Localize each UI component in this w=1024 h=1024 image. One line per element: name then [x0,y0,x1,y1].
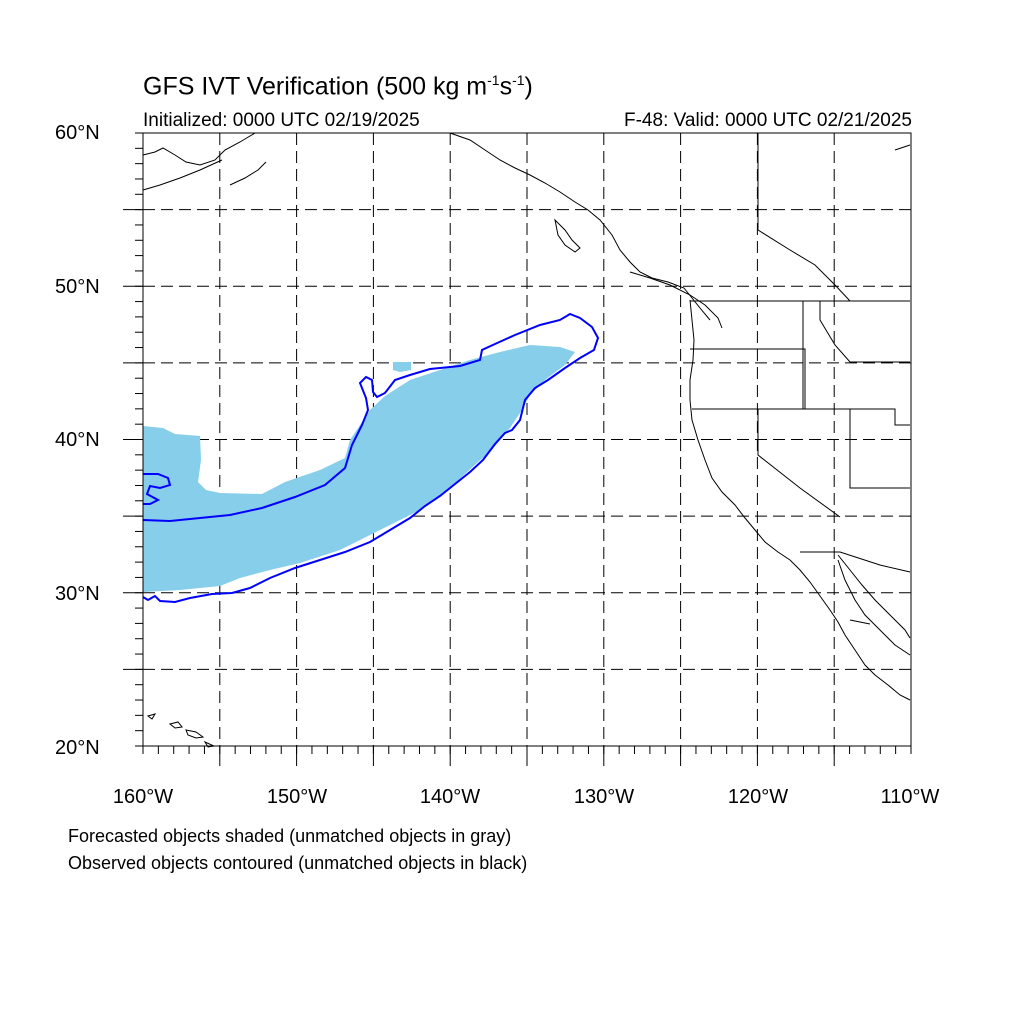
lat-label-20n: 20°N [55,737,100,759]
lat-label-30n: 30°N [55,583,100,605]
lon-label-120w: 120°W [727,786,789,808]
lon-label-130w: 130°W [573,786,635,808]
forecast-ivt-object [143,345,575,592]
coastlines [142,132,911,748]
legend-forecast: Forecasted objects shaded (unmatched obj… [68,826,512,846]
observed-ivt-contour-west [143,473,172,505]
lon-label-150w: 150°W [266,786,328,808]
observed-ivt-contour [142,312,600,604]
axis-ticks [123,132,912,766]
map-title: GFS IVT Verification (500 kg m-1s-1) [143,72,533,101]
lon-label-110w: 110°W [880,786,940,808]
lat-label-40n: 40°N [55,429,100,451]
initialized-time: Initialized: 0000 UTC 02/19/2025 [143,110,420,131]
forecast-ivt-patch [393,362,411,372]
legend-observed: Observed objects contoured (unmatched ob… [68,853,528,873]
lon-label-160w: 160°W [112,786,174,808]
lon-label-140w: 140°W [419,786,481,808]
lat-label-50n: 50°N [55,276,100,298]
lat-lon-grid [143,133,911,746]
lat-label-60n: 60°N [55,122,100,144]
valid-time: F-48: Valid: 0000 UTC 02/21/2025 [624,110,912,131]
